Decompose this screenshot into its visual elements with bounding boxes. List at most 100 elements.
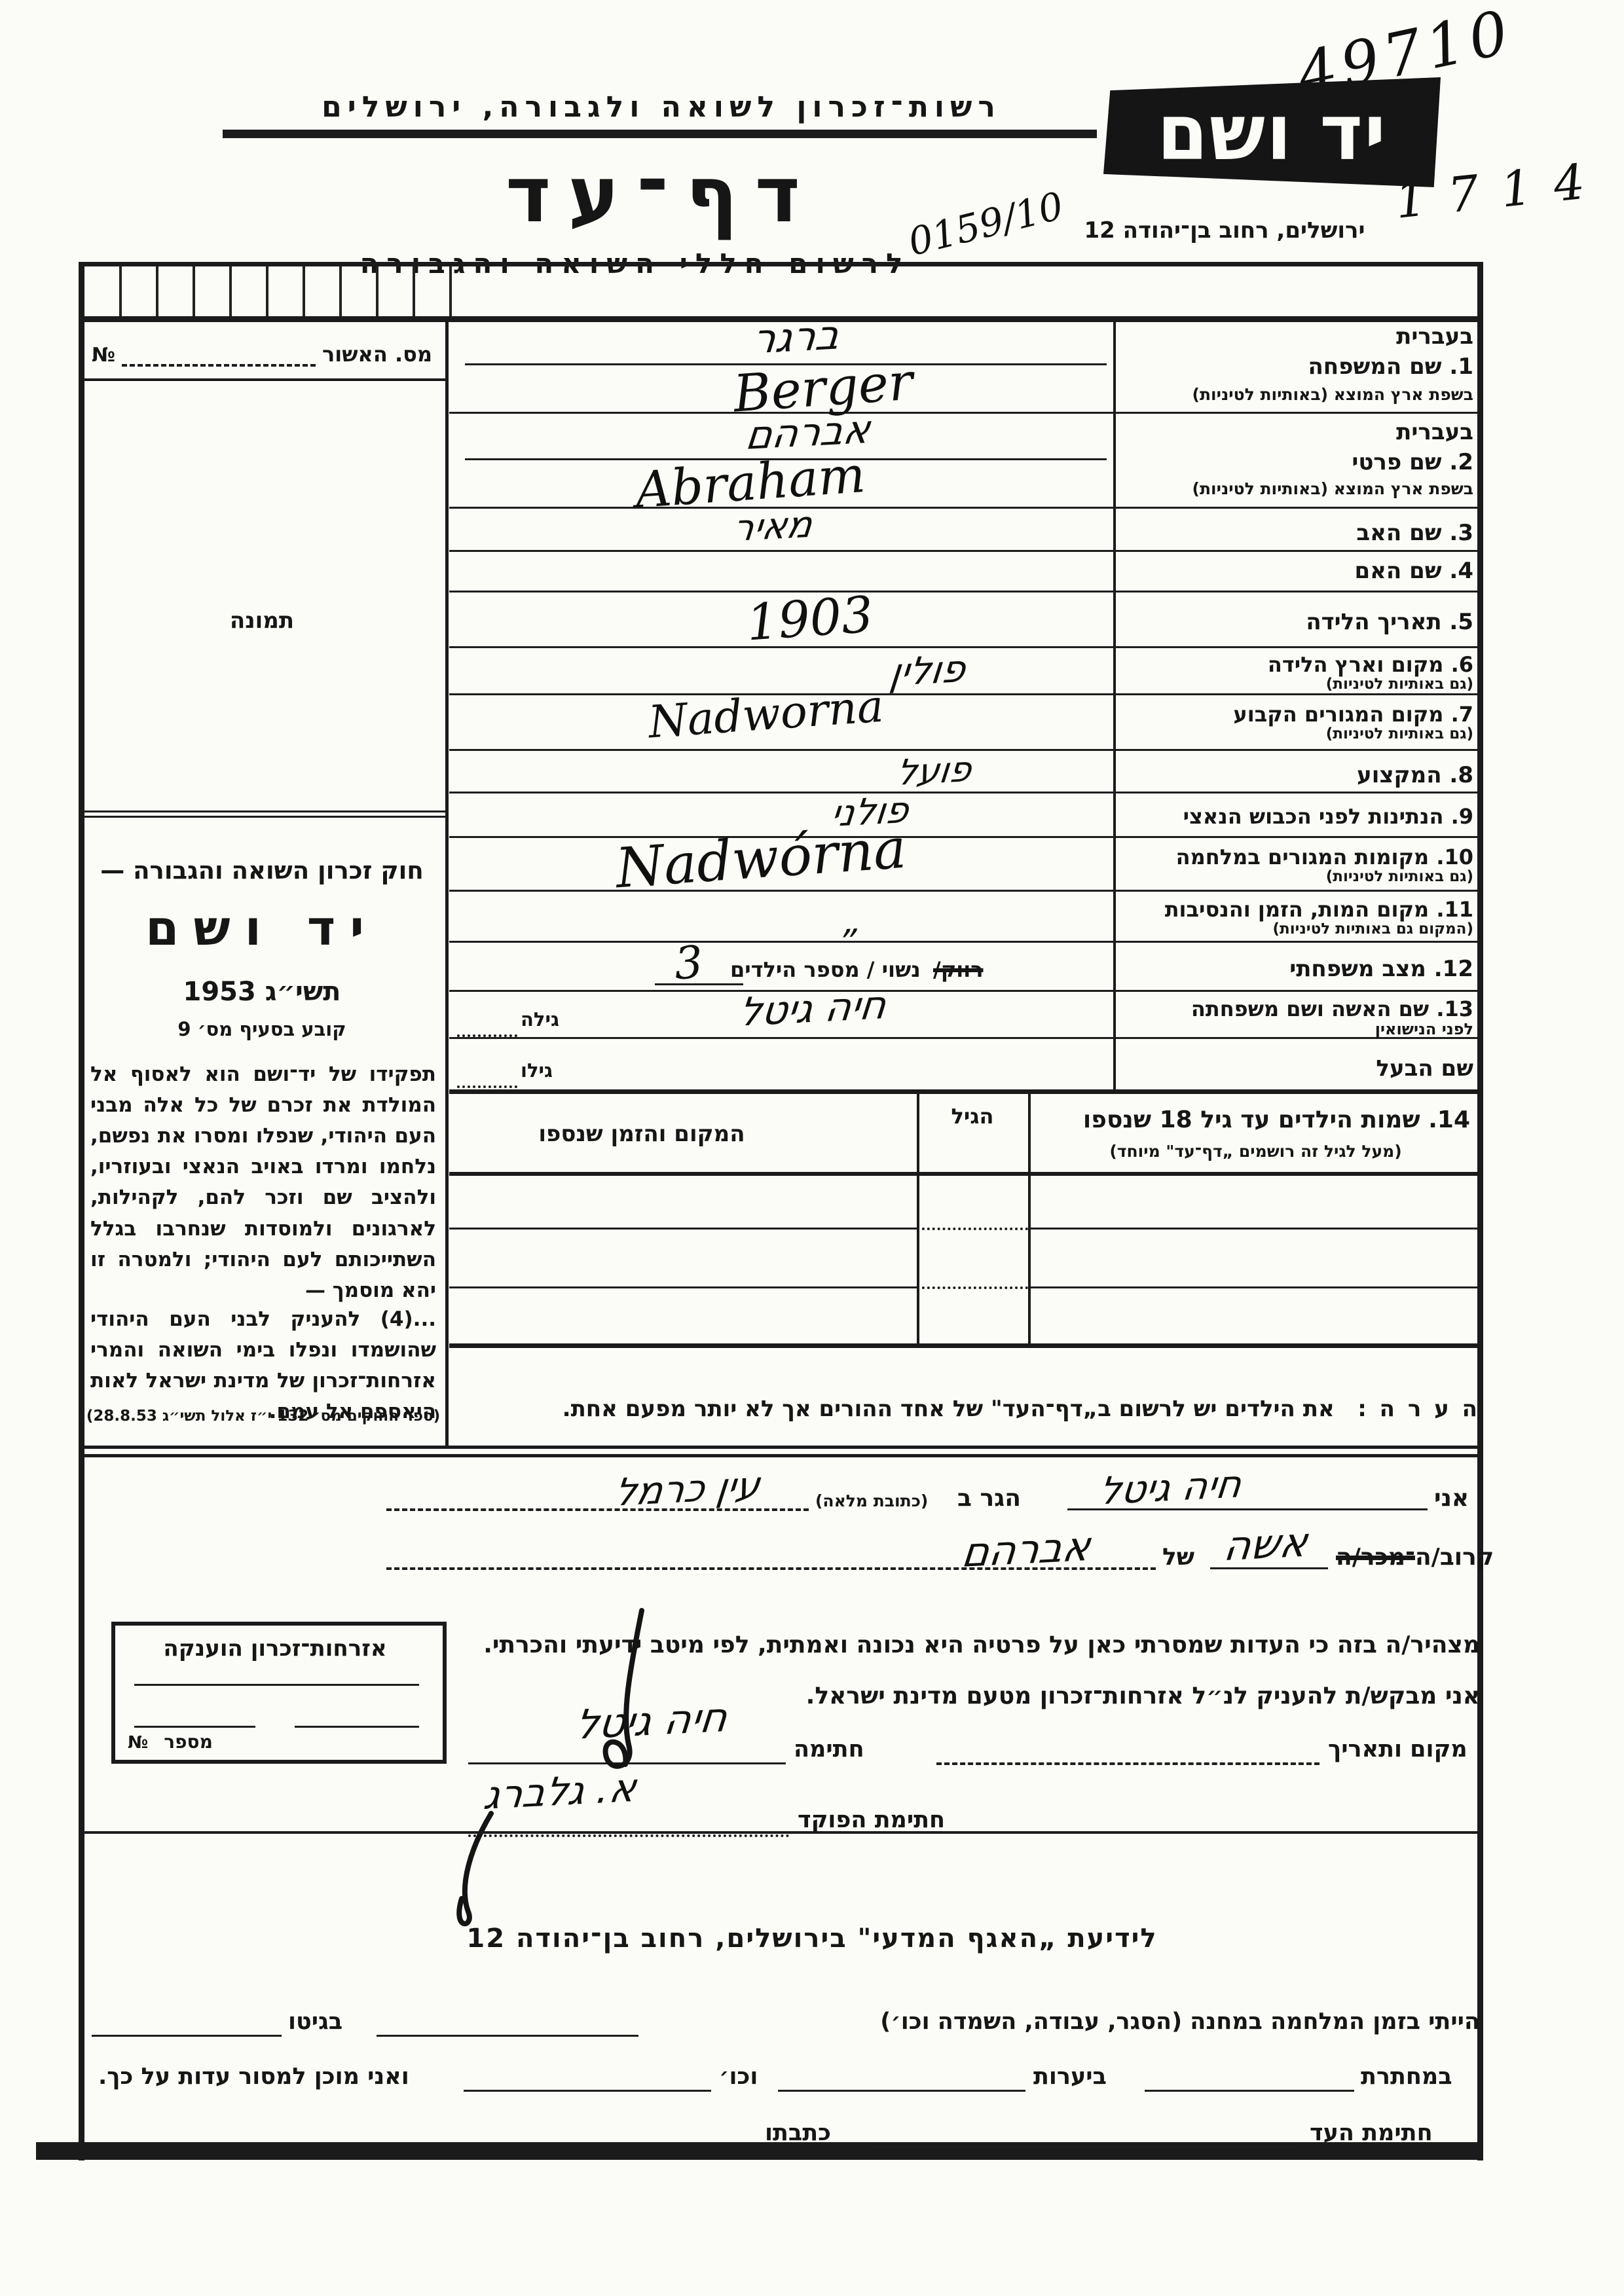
photo-label: תמונה (229, 608, 295, 634)
law-year: תשי״ג 1953 (183, 977, 341, 1007)
rule-f12 (449, 990, 1477, 992)
frame-left (79, 262, 84, 2160)
citizenship-grant-title: אזרחות־זכרון הוענקה (163, 1635, 387, 1662)
witness-signature-label: חתימת העד (1310, 2120, 1433, 2146)
certificate-row-rule (79, 378, 449, 381)
declarant-address-blank (386, 1508, 809, 1511)
forests-blank (778, 2090, 1025, 2092)
underground-blank (1145, 2090, 1354, 2092)
rule-f5 (449, 646, 1477, 648)
table-row-rule-1b (917, 1228, 1028, 1230)
authority-name: רשות־זכרון לשואה ולגבורה, ירושלים (322, 90, 1001, 124)
field1-language-label: בעברית (1396, 323, 1473, 350)
declarant-i-label: אני (1434, 1485, 1469, 1512)
frame-bottom-bar (36, 2142, 1483, 2160)
field14-label: 14. שמות הילדים עד גיל 18 שנספו (1082, 1106, 1470, 1133)
numero-symbol: № (92, 344, 116, 367)
resident-of-label: הגר ב (957, 1485, 1021, 1512)
field13-label: 13. שם האשה ושם משפחתה (1190, 996, 1473, 1021)
table-row-rule-1a (449, 1228, 917, 1230)
place-date-blank (936, 1762, 1320, 1765)
underground-label: במחתרת (1361, 2064, 1452, 2090)
field12-struck-option: רווק/ (933, 957, 984, 982)
rule-f13 (449, 1037, 1477, 1039)
signature-label: חתימה (794, 1736, 864, 1762)
field10-subnote: (גם באותיות לטיניות) (1325, 868, 1473, 885)
stub-bottom-rule (79, 316, 1483, 322)
rule-table-bottom (449, 1343, 1477, 1348)
field9-label: 9. הנתינות לפני הכבוש הנאצי (1183, 804, 1473, 829)
field7-subnote: (גם באותיות לטיניות) (1325, 725, 1473, 742)
certificate-number-label: מס. האשור (322, 342, 432, 367)
certificate-number-row: מס. האשור № (92, 342, 432, 367)
label-column-divider (1113, 322, 1116, 1091)
field14-subnote: (מעל לגיל זה רושמים „דף־עד" מיוחד) (1109, 1142, 1402, 1161)
field5-label: 5. תאריך הלידה (1306, 609, 1473, 635)
field12-children-blank (655, 983, 743, 985)
header-rule (223, 130, 1097, 138)
rule-f1 (449, 412, 1477, 414)
note-text: את הילדים יש לרשום ב„דף־העד" של אחד ההור… (562, 1396, 1335, 1422)
wife-age-blank (457, 1034, 517, 1037)
field12-options: נשוי / מספר הילדים (730, 957, 921, 982)
law-clause: קובע בסעיף מס׳ 9 (177, 1018, 346, 1040)
citizenship-grant-number-row: מספר № (128, 1731, 213, 1753)
ready-to-testify-label: ואני מוכן למסור עדות על כך. (98, 2064, 409, 2090)
of-label: של (1162, 1544, 1195, 1571)
table-divider-age-right (1028, 1089, 1031, 1346)
form-title: דף־עד (506, 149, 817, 240)
field10-label: 10. מקומות המגורים במלחמה (1175, 845, 1473, 869)
scientific-dept-heading: לידיעת „האגף המדעי" בירושלים, רחוב בן־יה… (466, 1923, 1158, 1954)
rule-f9 (449, 836, 1477, 838)
field1-label: 1. שם המשפחה (1308, 354, 1473, 380)
hw-relation: אשה (1221, 1518, 1310, 1571)
declarant-name-blank (1067, 1508, 1428, 1510)
law-paragraph-2: ...(4) להעניק לבני העם היהודי שהושמדו ונ… (90, 1307, 436, 1424)
of-name-blank (386, 1567, 1156, 1570)
rule-f7 (449, 749, 1477, 751)
hw-declarant-address: עין כרמל (612, 1463, 763, 1515)
field6-label: 6. מקום וארץ הלידה (1267, 652, 1473, 677)
wife-age-label: גילה (521, 1008, 559, 1030)
etc-blank (464, 2090, 711, 2092)
hw-father-name: מאיר (730, 503, 815, 551)
rule-f2-inner (465, 458, 1107, 460)
rule-f2 (449, 507, 1477, 509)
citizenship-grant-line2b (295, 1726, 419, 1728)
rule-table-top (449, 1089, 1477, 1094)
note-row: ה ע ר ה : את הילדים יש לרשום ב„דף־העד" ש… (458, 1396, 1480, 1422)
hw-children-count: 3 (673, 936, 705, 991)
field4-label: 4. שם האם (1354, 558, 1473, 584)
relative-label: קרוב/ה־מכר/ה (1336, 1544, 1494, 1571)
field11-subnote: (המקום גם באותיות לטיניות) (1272, 920, 1474, 938)
table-row-rule-1c (1028, 1228, 1477, 1230)
table-row-rule-2c (1028, 1286, 1477, 1288)
hw-wartime-residence: Nadwórna (614, 816, 909, 901)
rule-f4 (449, 591, 1477, 592)
field13-subnote: לפני הנישואין (1375, 1020, 1473, 1038)
witness-address-label: כתבתו (765, 2120, 832, 2146)
husband-label: שם הבעל (1376, 1055, 1473, 1082)
rule-f8 (449, 792, 1477, 793)
citizenship-grant-line2a (134, 1726, 255, 1728)
frame-right (1477, 262, 1483, 2160)
field1-subnote: בשפת ארץ המוצא (באותיות לטיניות) (1192, 385, 1473, 404)
table-divider-age-left (917, 1089, 919, 1346)
table-age-column-header: הגיל (951, 1104, 994, 1129)
registrar-signature-label: חתימת הפוקד (798, 1807, 946, 1833)
field6-subnote: (גם באותיות לטיניות) (1325, 676, 1473, 693)
hw-declarant-name: חיה גיטל (1096, 1461, 1244, 1514)
certificate-number-blank (122, 342, 316, 367)
grant-number-label: מספר (164, 1731, 213, 1753)
double-rule-bottom (79, 1454, 1483, 1457)
hw-family-name-hebrew: ברגר (749, 310, 843, 363)
law-box-top-rule2 (79, 816, 449, 818)
citizenship-grant-line1 (134, 1684, 419, 1686)
hw-wife-name: חיה גיטל (736, 982, 889, 1036)
forests-label: ביערות (1033, 2064, 1107, 2090)
law-heading: חוק זכרון השואה והגבורה — (100, 856, 424, 884)
note-label: ה ע ר ה : (1357, 1396, 1480, 1422)
husband-age-label: גילו (521, 1059, 553, 1082)
rule-f1-inner (465, 363, 1107, 365)
